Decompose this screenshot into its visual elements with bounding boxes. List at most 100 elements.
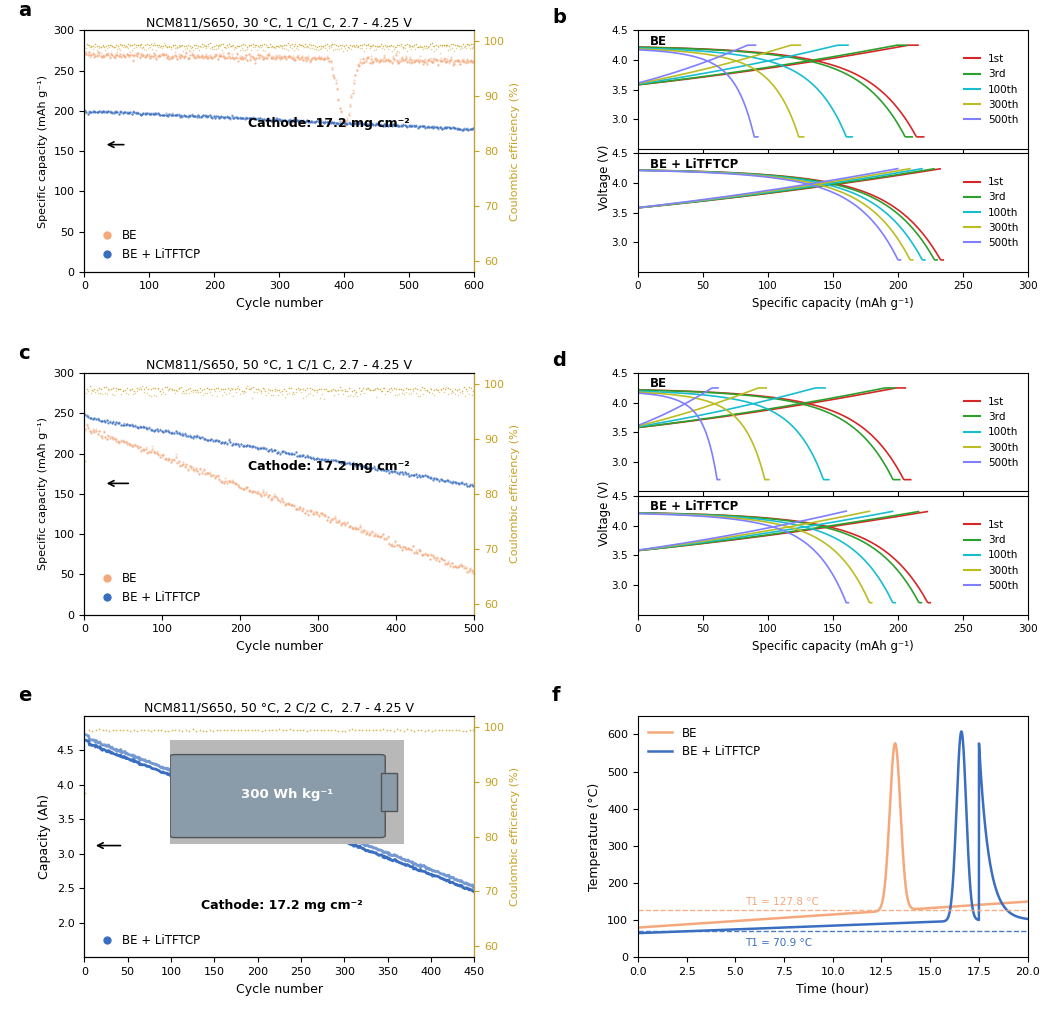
Point [77, 46, 94, 62]
Point [371, 37, 388, 54]
Point [305, 504, 321, 521]
Point [126, 437, 143, 453]
Point [416, 40, 433, 56]
Point [79, 46, 96, 62]
Point [371, 529, 388, 545]
Point [390, 465, 407, 481]
Point [299, 506, 316, 523]
Point [289, 448, 306, 464]
Point [112, 42, 129, 58]
Point [129, 438, 145, 454]
Point [208, 468, 225, 484]
Point [137, 439, 154, 455]
Point [463, 121, 480, 137]
Point [388, 381, 405, 397]
Point [100, 414, 117, 431]
Point [198, 723, 215, 739]
Point [276, 495, 293, 512]
Point [384, 538, 401, 554]
Point [114, 47, 131, 63]
Point [274, 112, 291, 129]
Point [278, 496, 295, 513]
Point [261, 111, 278, 128]
Point [125, 48, 142, 64]
Point [348, 457, 365, 473]
Point [147, 721, 163, 737]
Point [462, 476, 479, 492]
Point [214, 109, 231, 126]
Point [281, 446, 298, 462]
Point [131, 105, 148, 122]
Point [86, 421, 103, 438]
Point [380, 53, 397, 69]
Point [250, 46, 267, 62]
BE + LiTFTCP [796, 921, 808, 933]
Point [431, 552, 448, 568]
Point [462, 477, 479, 493]
Point [223, 472, 240, 488]
Point [273, 48, 290, 64]
Point [77, 44, 94, 60]
Point [432, 120, 449, 136]
Point [161, 50, 178, 66]
Point [203, 381, 220, 397]
Point [174, 36, 191, 53]
Point [378, 722, 395, 738]
Point [222, 50, 239, 66]
Point [387, 38, 404, 55]
Point [175, 426, 192, 443]
Point [201, 106, 218, 123]
Point [358, 50, 375, 66]
Point [435, 120, 452, 136]
Point [158, 379, 175, 395]
Point [427, 119, 444, 135]
Point [448, 558, 465, 574]
Point [80, 45, 97, 61]
Point [298, 502, 315, 519]
Point [306, 505, 323, 522]
Point [385, 116, 402, 133]
Point [234, 480, 251, 496]
Point [383, 463, 399, 479]
Point [351, 114, 368, 131]
Point [359, 36, 376, 53]
Point [89, 37, 105, 54]
Point [454, 122, 471, 138]
Point [344, 456, 360, 472]
Point [418, 383, 435, 399]
Point [295, 390, 312, 406]
Point [396, 36, 413, 53]
Point [329, 382, 346, 398]
Point [302, 36, 319, 53]
Point [345, 114, 362, 131]
Point [389, 721, 406, 737]
Point [279, 35, 296, 52]
Point [387, 534, 404, 550]
Point [419, 547, 436, 563]
Point [219, 380, 236, 396]
Point [425, 120, 442, 136]
Point [330, 91, 347, 107]
Point [367, 116, 384, 133]
Point [295, 499, 312, 516]
Point [453, 122, 470, 138]
Point [371, 53, 388, 69]
Point [359, 50, 376, 66]
Point [152, 386, 169, 402]
Point [247, 110, 264, 127]
Point [397, 541, 414, 557]
Point [116, 382, 133, 398]
Point [318, 383, 335, 399]
Point [457, 475, 474, 491]
Point [152, 449, 169, 465]
Point [302, 501, 319, 518]
Point [272, 446, 289, 462]
Point [140, 381, 157, 397]
Text: b: b [552, 8, 566, 27]
Point [449, 475, 466, 491]
Point [237, 47, 254, 63]
Point [77, 104, 94, 121]
Point [311, 508, 328, 524]
Point [325, 42, 341, 58]
Point [94, 428, 111, 445]
